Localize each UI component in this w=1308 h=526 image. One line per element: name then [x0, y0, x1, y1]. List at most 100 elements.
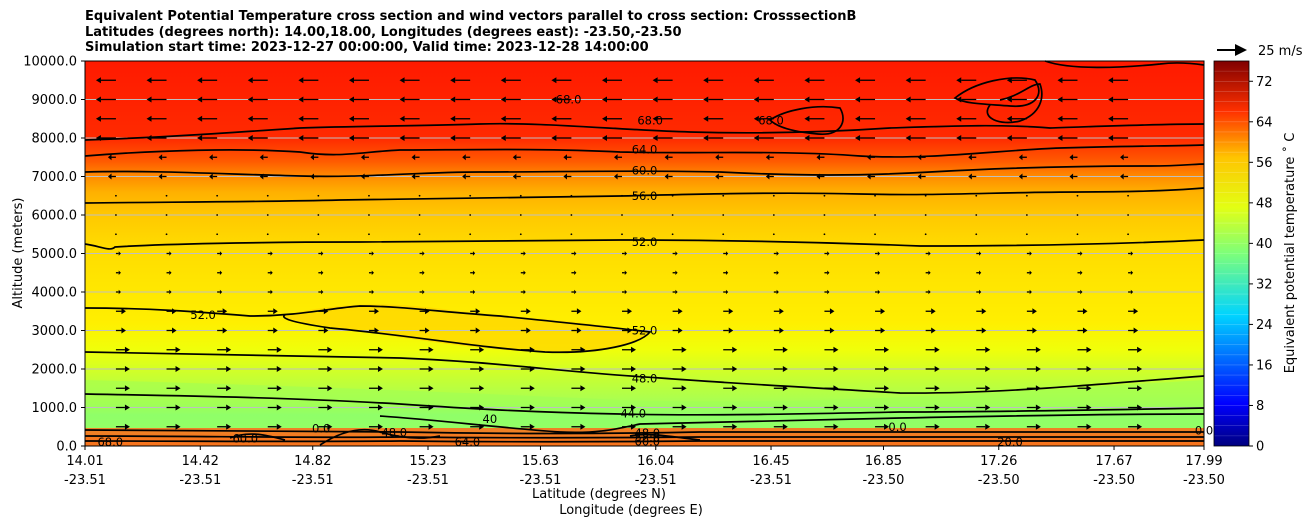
wind-vector-head	[827, 251, 830, 256]
wind-vector-head	[428, 366, 434, 372]
wind-vector-head	[323, 327, 329, 334]
contour-lines	[84, 60, 1205, 446]
wind-vector-head	[867, 154, 871, 161]
wind-vector-head	[917, 173, 922, 180]
wind-vector-head	[425, 308, 430, 315]
wind-vector-head	[551, 135, 557, 141]
wind-vector-head	[411, 154, 416, 161]
wind-vector	[671, 194, 674, 197]
wind-vector-head	[500, 115, 506, 122]
wind-vector-head	[877, 270, 881, 275]
wind-vector-head	[624, 251, 628, 256]
wind-vector-head	[782, 385, 788, 392]
wind-vector-head	[1086, 346, 1092, 353]
wind-vector-head	[146, 96, 152, 103]
wind-vector-head	[833, 404, 839, 411]
wind-vector-head	[985, 423, 991, 430]
wind-vector-head	[270, 289, 273, 295]
colorbar-tick-label: 16	[1256, 358, 1273, 373]
wind-vector-head	[1108, 135, 1114, 141]
wind-vector-head	[1035, 346, 1041, 353]
wind-vector-head	[298, 77, 304, 84]
wind-vector-head	[631, 366, 637, 372]
wind-vector-head	[675, 251, 678, 256]
contour-line-ridge-west	[229, 433, 286, 441]
wind-vector-head	[1137, 346, 1143, 353]
contour-line-surface-a	[84, 429, 1204, 435]
contour-label: 44.0	[620, 406, 646, 420]
wind-vector-head	[479, 385, 485, 392]
title-line-1: Equivalent Potential Temperature cross s…	[85, 9, 857, 24]
x-tick-label-lon: -23.50	[1183, 473, 1225, 488]
wind-vector-head	[703, 115, 709, 122]
wind-vector-head	[715, 173, 719, 180]
wind-vector-head	[956, 135, 962, 141]
wind-vector-head	[602, 135, 608, 141]
colorbar-tick-label: 40	[1256, 237, 1273, 252]
wind-vector-head	[631, 404, 637, 411]
contour-label: 0.0	[312, 422, 330, 436]
wind-vector-head	[327, 423, 333, 430]
wind-vector-head	[1018, 154, 1023, 161]
wind-vector	[772, 214, 775, 216]
wind-vector-head	[197, 135, 203, 141]
wind-vector-head	[1082, 308, 1088, 315]
wind-vector-head	[124, 366, 130, 372]
contour-label: 48.0	[632, 372, 658, 386]
wind-vector-head	[121, 327, 126, 334]
wind-vector-head	[1035, 385, 1041, 392]
wind-vector-head	[226, 346, 232, 353]
x-tick-label-lon: -23.51	[407, 473, 449, 488]
wind-vector-head	[732, 385, 738, 392]
wind-vector	[469, 194, 472, 197]
wind-vector-head	[905, 115, 911, 122]
wind-vector-head	[175, 404, 181, 411]
wind-vector-head	[276, 385, 282, 392]
wind-vector-head	[371, 289, 374, 295]
wind-vector-head	[158, 154, 163, 161]
wind-vector-head	[1035, 404, 1041, 411]
wind-vector-head	[576, 327, 582, 334]
wind-vector-head	[934, 366, 940, 372]
wind-vector-head	[833, 423, 839, 430]
x-tick-label-lat: 15.63	[522, 454, 559, 469]
wind-vector	[924, 214, 927, 216]
chart-title: Equivalent Potential Temperature cross s…	[85, 9, 856, 56]
x-tick-label-lon: -23.51	[520, 473, 562, 488]
wind-vector-head	[529, 404, 535, 411]
wind-vector-head	[877, 251, 881, 256]
wind-vector-head	[512, 173, 517, 180]
wind-vector-head	[479, 346, 485, 353]
wind-vector-head	[782, 423, 788, 430]
wind-vector-head	[931, 308, 936, 315]
wind-vector-head	[321, 289, 324, 295]
contour-line-ridge-east	[629, 433, 701, 441]
wind-vector	[115, 194, 117, 197]
wind-vector-head	[652, 115, 658, 122]
wind-vector-head	[450, 96, 456, 103]
y-tick-label: 8000.0	[32, 132, 78, 147]
y-tick-label: 7000.0	[32, 170, 78, 185]
wind-vector	[266, 214, 269, 216]
colorbar-tick-label: 48	[1256, 196, 1273, 211]
x-tick-label-lon: -23.51	[179, 473, 221, 488]
wind-vector-head	[1080, 251, 1083, 256]
wind-vector	[621, 233, 623, 236]
colorbar: 0 8 16 24 32 40 48 56 64 72 Equivalent potential …	[1213, 60, 1298, 455]
wind-vector-head	[833, 366, 839, 372]
wind-vector	[165, 214, 168, 216]
wind-vector-head	[226, 423, 232, 430]
wind-vector-head	[1133, 327, 1139, 334]
wind-vector-head	[526, 327, 531, 334]
wind-vector-head	[399, 135, 405, 141]
x-tick-label-lat: 14.42	[182, 454, 219, 469]
wind-vector-head	[1006, 77, 1012, 84]
wind-vector-head	[1029, 289, 1032, 295]
wind-vector-head	[124, 423, 130, 430]
wind-vector-head	[804, 96, 810, 103]
wind-vector-head	[1032, 308, 1037, 315]
wind-vector-head	[377, 423, 383, 430]
wind-vector-head	[652, 77, 658, 84]
wind-vector-head	[1006, 135, 1012, 141]
contour-line-48	[84, 351, 1205, 394]
